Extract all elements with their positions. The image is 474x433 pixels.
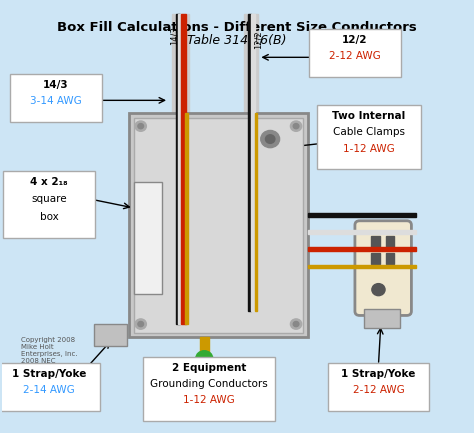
Text: Box Fill Calculations - Different Size Conductors: Box Fill Calculations - Different Size C… xyxy=(57,21,417,34)
Polygon shape xyxy=(181,14,186,324)
FancyBboxPatch shape xyxy=(0,363,100,411)
Text: box: box xyxy=(39,211,58,222)
Circle shape xyxy=(135,121,146,131)
Circle shape xyxy=(265,135,275,143)
Text: 1-12 AWG: 1-12 AWG xyxy=(183,395,235,405)
FancyBboxPatch shape xyxy=(309,29,401,77)
Text: 2-12 AWG: 2-12 AWG xyxy=(329,51,381,61)
FancyBboxPatch shape xyxy=(134,182,162,294)
FancyBboxPatch shape xyxy=(372,253,380,264)
Polygon shape xyxy=(244,14,258,113)
Text: 3-14 AWG: 3-14 AWG xyxy=(30,96,82,106)
FancyBboxPatch shape xyxy=(134,117,303,333)
Polygon shape xyxy=(172,14,189,113)
FancyBboxPatch shape xyxy=(129,113,308,337)
Text: 1-12 AWG: 1-12 AWG xyxy=(343,143,395,154)
Polygon shape xyxy=(255,113,257,311)
Polygon shape xyxy=(175,14,180,324)
Polygon shape xyxy=(200,337,209,380)
Text: 1 Strap/Yoke: 1 Strap/Yoke xyxy=(12,369,86,379)
FancyBboxPatch shape xyxy=(10,74,102,122)
Circle shape xyxy=(261,130,280,148)
Text: square: square xyxy=(31,194,67,204)
Circle shape xyxy=(293,321,299,326)
Circle shape xyxy=(293,123,299,129)
Polygon shape xyxy=(308,213,416,216)
Text: Cable Clamps: Cable Clamps xyxy=(333,127,405,137)
Polygon shape xyxy=(308,248,416,251)
Text: 1 Strap/Yoke: 1 Strap/Yoke xyxy=(341,369,416,379)
Circle shape xyxy=(135,319,146,329)
Polygon shape xyxy=(251,14,255,311)
Text: 2-12 AWG: 2-12 AWG xyxy=(353,385,404,395)
Text: 12/2: 12/2 xyxy=(254,31,263,49)
Circle shape xyxy=(196,351,213,366)
Text: Table 314.16(B): Table 314.16(B) xyxy=(188,34,287,47)
Circle shape xyxy=(138,321,144,326)
FancyBboxPatch shape xyxy=(385,236,394,247)
Circle shape xyxy=(138,123,144,129)
FancyBboxPatch shape xyxy=(94,324,127,346)
Text: Copyright 2008
Mike Holt
Enterprises, Inc.
2008 NEC: Copyright 2008 Mike Holt Enterprises, In… xyxy=(21,337,77,364)
Polygon shape xyxy=(308,265,416,268)
FancyBboxPatch shape xyxy=(365,309,400,328)
Circle shape xyxy=(291,121,302,131)
Text: 2 Equipment: 2 Equipment xyxy=(172,362,246,372)
Text: 2-14 AWG: 2-14 AWG xyxy=(23,385,75,395)
Circle shape xyxy=(372,284,385,296)
FancyBboxPatch shape xyxy=(317,105,421,169)
Text: 4 x 2₁₈: 4 x 2₁₈ xyxy=(30,177,68,187)
FancyBboxPatch shape xyxy=(355,221,411,316)
Polygon shape xyxy=(247,14,251,311)
Text: 14/3: 14/3 xyxy=(43,80,69,90)
Polygon shape xyxy=(308,230,416,234)
Text: 12/2: 12/2 xyxy=(342,35,368,45)
FancyBboxPatch shape xyxy=(328,363,429,411)
FancyBboxPatch shape xyxy=(372,236,380,247)
Text: Grounding Conductors: Grounding Conductors xyxy=(150,379,268,389)
FancyBboxPatch shape xyxy=(143,357,275,421)
Text: Two Internal: Two Internal xyxy=(332,111,406,121)
Text: 14/3: 14/3 xyxy=(169,26,178,45)
Polygon shape xyxy=(178,14,183,324)
FancyBboxPatch shape xyxy=(3,171,95,238)
FancyBboxPatch shape xyxy=(385,253,394,264)
Polygon shape xyxy=(185,113,188,324)
Circle shape xyxy=(291,319,302,329)
